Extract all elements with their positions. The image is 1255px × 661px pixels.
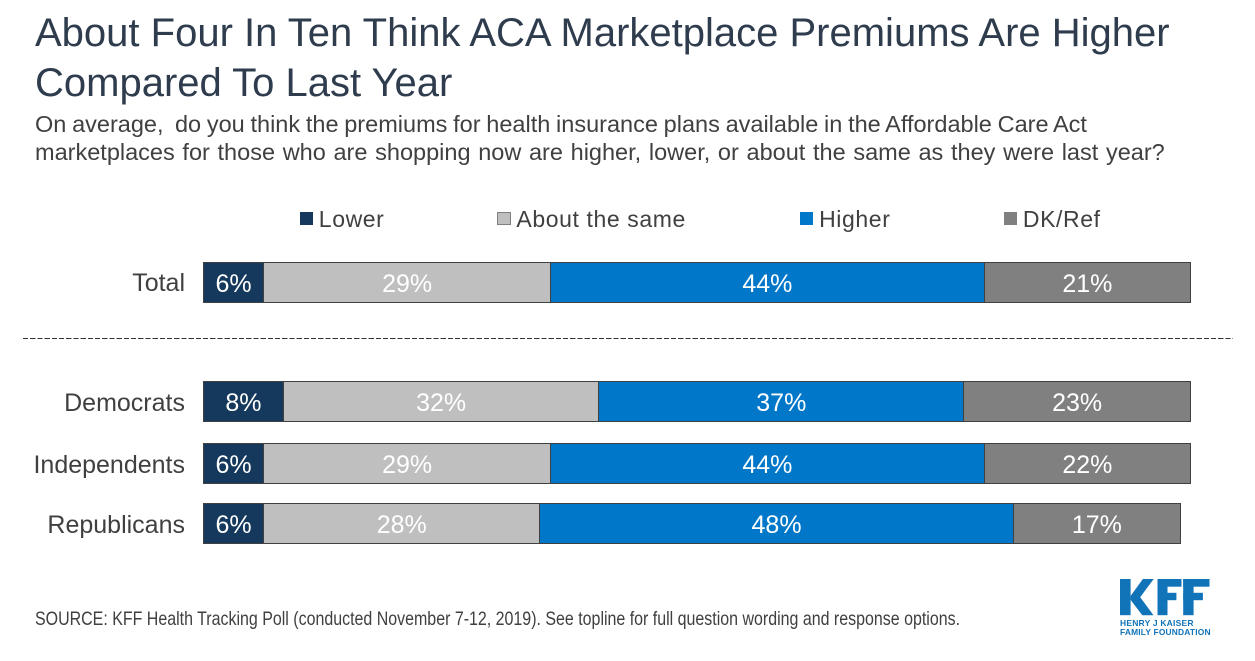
- svg-text:HENRY J KAISER: HENRY J KAISER: [1120, 618, 1194, 628]
- svg-text:FAMILY FOUNDATION: FAMILY FOUNDATION: [1120, 627, 1211, 637]
